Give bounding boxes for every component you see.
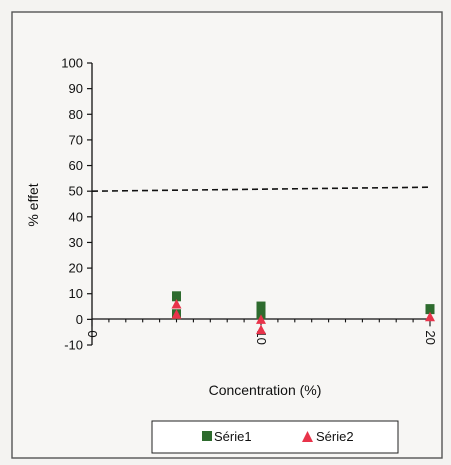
y-axis-title: % effet	[25, 183, 41, 226]
y-tick-label: -10	[64, 338, 83, 353]
y-tick-label: 40	[69, 209, 83, 224]
data-points	[171, 291, 435, 335]
legend: Série1 Série2	[151, 420, 399, 454]
legend-marker-serie2	[302, 431, 313, 442]
legend-label-serie1: Série1	[214, 429, 252, 444]
legend-marker-serie1	[202, 431, 212, 441]
x-axis-title: Concentration (%)	[209, 382, 322, 398]
plot-area: -10 0 10 20 30 40 50 60 70 80 90 100 0 10 20	[61, 56, 438, 353]
legend-box	[151, 420, 399, 454]
y-tick-label: 100	[61, 56, 83, 71]
point-serie2	[425, 311, 435, 322]
y-tick-label: 60	[69, 158, 83, 173]
legend-label-serie2: Série2	[316, 429, 354, 444]
y-tick-label: 70	[69, 132, 83, 147]
point-serie2	[256, 324, 266, 335]
y-tick-label: 10	[69, 286, 83, 301]
y-tick-label: 30	[69, 235, 83, 250]
point-serie1	[256, 309, 266, 320]
y-axis-ticks: -10 0 10 20 30 40 50 60 70 80 90 100	[61, 56, 92, 353]
chart-border	[11, 11, 443, 459]
point-serie1	[256, 301, 266, 312]
y-tick-label: 90	[69, 81, 83, 96]
x-tick-label: 20	[423, 330, 438, 344]
y-tick-label: 20	[69, 261, 83, 276]
y-tick-label: 80	[69, 107, 83, 122]
x-tick-label: 0	[85, 330, 100, 337]
point-serie2	[256, 314, 266, 324]
y-tick-label: 0	[76, 312, 83, 327]
point-serie2	[171, 298, 182, 309]
reference-line-50	[91, 186, 431, 192]
point-serie1	[425, 304, 435, 315]
point-serie2	[171, 309, 182, 319]
point-serie1	[172, 291, 181, 302]
y-tick-label: 50	[69, 184, 83, 199]
